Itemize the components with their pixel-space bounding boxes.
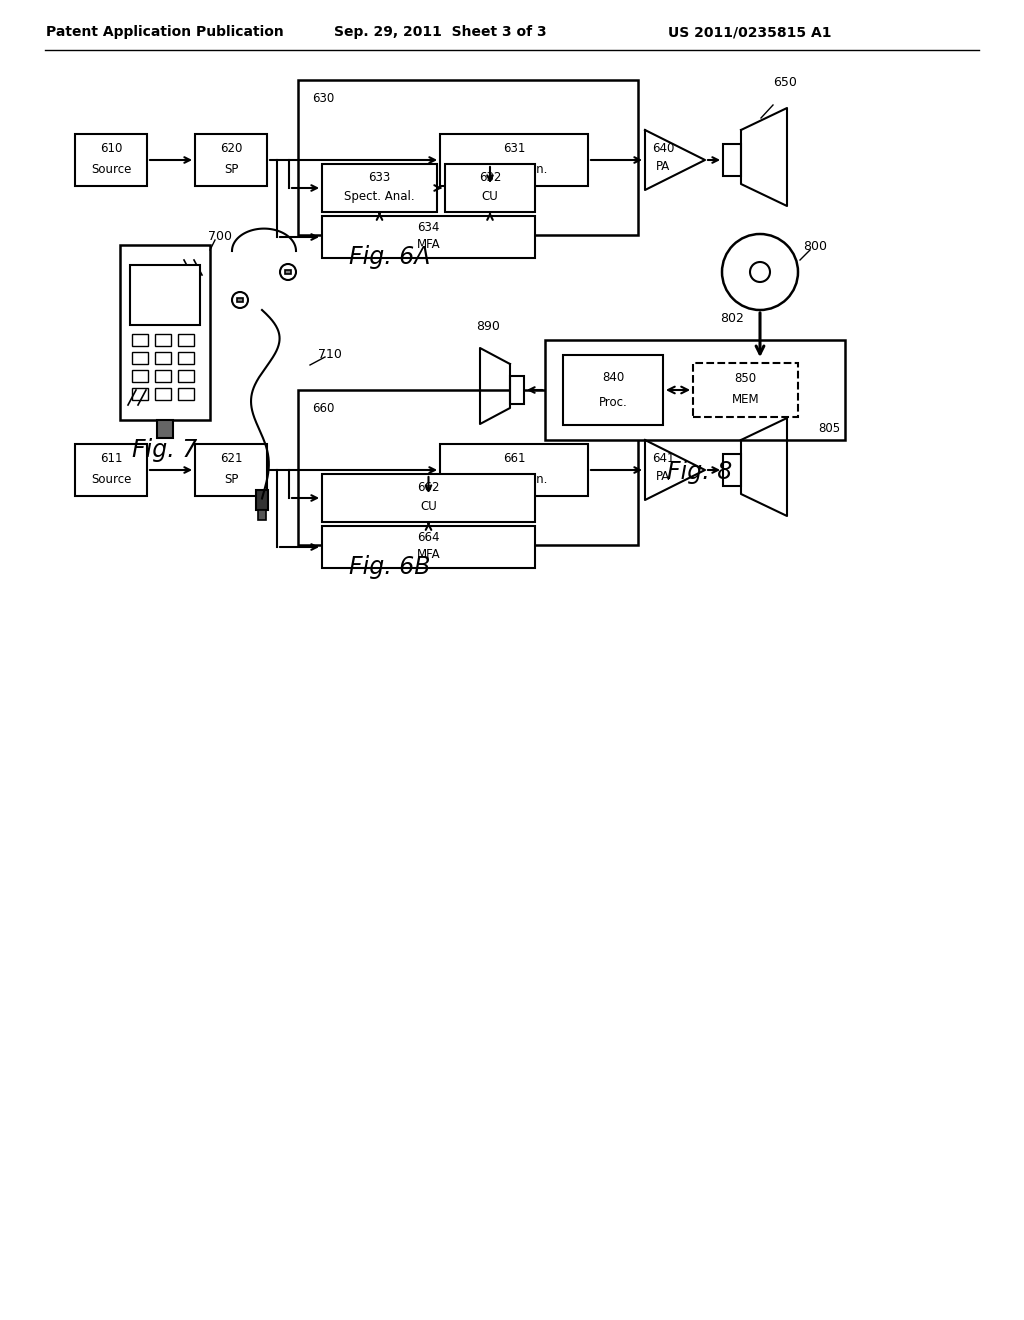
FancyBboxPatch shape: [130, 265, 200, 325]
Text: 611: 611: [99, 451, 122, 465]
Text: Harm. Gen.: Harm. Gen.: [480, 162, 548, 176]
Text: PA: PA: [656, 160, 670, 173]
Text: Fig. 6A: Fig. 6A: [349, 246, 431, 269]
FancyBboxPatch shape: [195, 444, 267, 496]
FancyBboxPatch shape: [178, 388, 194, 400]
Text: Source: Source: [91, 162, 131, 176]
FancyBboxPatch shape: [322, 216, 535, 257]
FancyBboxPatch shape: [723, 144, 741, 176]
FancyBboxPatch shape: [178, 334, 194, 346]
Text: Harm. Gen.: Harm. Gen.: [480, 473, 548, 486]
FancyBboxPatch shape: [298, 81, 638, 235]
Text: 840: 840: [602, 371, 624, 384]
FancyBboxPatch shape: [132, 334, 148, 346]
Text: US 2011/0235815 A1: US 2011/0235815 A1: [669, 25, 831, 40]
Text: Source: Source: [91, 473, 131, 486]
FancyBboxPatch shape: [132, 388, 148, 400]
FancyBboxPatch shape: [545, 341, 845, 440]
Text: 710: 710: [318, 348, 342, 362]
FancyBboxPatch shape: [120, 246, 210, 420]
Text: SP: SP: [224, 162, 239, 176]
FancyBboxPatch shape: [258, 511, 266, 520]
FancyBboxPatch shape: [155, 352, 171, 364]
FancyBboxPatch shape: [256, 491, 268, 511]
Text: MEM: MEM: [732, 393, 760, 407]
Text: 662: 662: [417, 480, 439, 494]
Text: Spect. Anal.: Spect. Anal.: [344, 190, 415, 203]
Polygon shape: [645, 440, 705, 500]
Text: 661: 661: [503, 451, 525, 465]
FancyBboxPatch shape: [322, 474, 535, 521]
FancyBboxPatch shape: [75, 135, 147, 186]
Text: PA: PA: [656, 470, 670, 483]
Text: Fig. 6B: Fig. 6B: [349, 554, 431, 579]
Polygon shape: [645, 129, 705, 190]
Text: MFA: MFA: [417, 238, 440, 251]
Text: 641: 641: [651, 451, 674, 465]
FancyBboxPatch shape: [510, 376, 524, 404]
Text: MFA: MFA: [417, 548, 440, 561]
FancyBboxPatch shape: [132, 370, 148, 381]
Text: 640: 640: [652, 141, 674, 154]
FancyBboxPatch shape: [440, 135, 588, 186]
FancyBboxPatch shape: [322, 164, 437, 213]
Text: CU: CU: [481, 190, 499, 203]
Text: Fig. 7: Fig. 7: [132, 438, 198, 462]
Text: 651: 651: [773, 385, 797, 399]
Text: 630: 630: [312, 92, 334, 106]
FancyBboxPatch shape: [693, 363, 798, 417]
FancyBboxPatch shape: [298, 389, 638, 545]
Text: 620: 620: [220, 143, 243, 154]
FancyBboxPatch shape: [563, 355, 663, 425]
Text: Fig. 8: Fig. 8: [668, 459, 732, 484]
Text: Sep. 29, 2011  Sheet 3 of 3: Sep. 29, 2011 Sheet 3 of 3: [334, 25, 547, 40]
FancyBboxPatch shape: [285, 271, 291, 275]
FancyBboxPatch shape: [237, 298, 243, 302]
FancyBboxPatch shape: [178, 352, 194, 364]
Text: 800: 800: [803, 240, 827, 253]
Text: 633: 633: [369, 172, 390, 183]
Text: CU: CU: [420, 500, 437, 513]
Text: Patent Application Publication: Patent Application Publication: [46, 25, 284, 40]
Text: 802: 802: [720, 312, 744, 325]
Text: 621: 621: [220, 451, 243, 465]
FancyBboxPatch shape: [155, 388, 171, 400]
Text: 634: 634: [418, 222, 439, 234]
Text: 632: 632: [479, 172, 501, 183]
FancyBboxPatch shape: [178, 370, 194, 381]
Text: 631: 631: [503, 143, 525, 154]
Text: 650: 650: [773, 75, 797, 88]
FancyBboxPatch shape: [723, 454, 741, 486]
FancyBboxPatch shape: [155, 370, 171, 381]
Text: 660: 660: [312, 403, 335, 414]
Text: 610: 610: [99, 143, 122, 154]
FancyBboxPatch shape: [445, 164, 535, 213]
FancyBboxPatch shape: [322, 525, 535, 568]
FancyBboxPatch shape: [157, 420, 173, 438]
FancyBboxPatch shape: [75, 444, 147, 496]
Text: 664: 664: [417, 531, 439, 544]
Text: 700: 700: [208, 231, 232, 243]
Text: Proc.: Proc.: [599, 396, 628, 409]
FancyBboxPatch shape: [155, 334, 171, 346]
Text: SP: SP: [224, 473, 239, 486]
FancyBboxPatch shape: [195, 135, 267, 186]
FancyBboxPatch shape: [132, 352, 148, 364]
FancyBboxPatch shape: [440, 444, 588, 496]
Text: 805: 805: [818, 422, 840, 436]
Text: 890: 890: [476, 319, 500, 333]
Text: 850: 850: [734, 372, 757, 384]
